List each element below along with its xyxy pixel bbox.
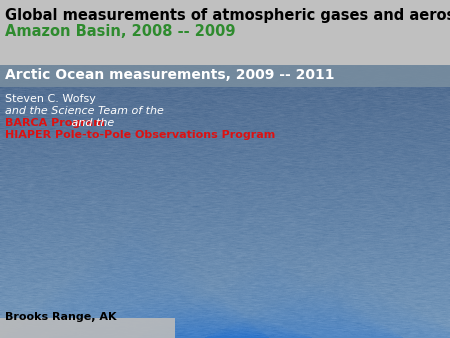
Text: and the: and the (68, 118, 114, 128)
Text: Steven C. Wofsy: Steven C. Wofsy (5, 94, 96, 104)
Text: Brooks Range, AK: Brooks Range, AK (5, 312, 117, 322)
Bar (0, 0, 450, 65)
Bar (0, 318, 175, 338)
Text: Global measurements of atmospheric gases and aerosols: Global measurements of atmospheric gases… (5, 8, 450, 23)
Text: Arctic Ocean measurements, 2009 -- 2011: Arctic Ocean measurements, 2009 -- 2011 (5, 68, 334, 82)
Text: HIAPER Pole-to-Pole Observations Program: HIAPER Pole-to-Pole Observations Program (5, 130, 275, 140)
Text: and the Science Team of the: and the Science Team of the (5, 106, 164, 116)
Text: BARCA Program: BARCA Program (5, 118, 105, 128)
Text: Amazon Basin, 2008 -- 2009: Amazon Basin, 2008 -- 2009 (5, 24, 235, 39)
Bar (0, 65, 450, 87)
